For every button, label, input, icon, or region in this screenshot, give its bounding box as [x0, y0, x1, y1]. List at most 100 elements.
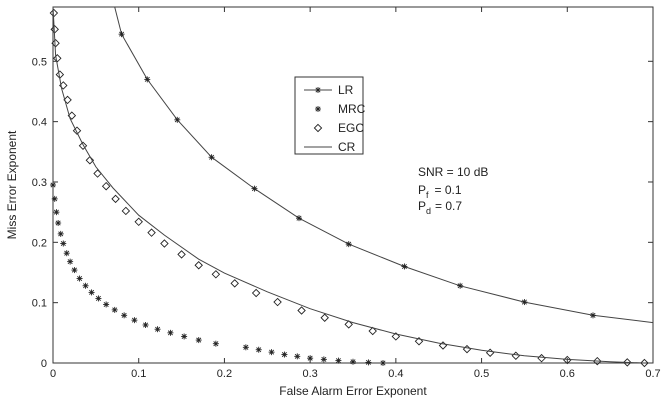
data-point: [142, 321, 149, 328]
annotation: SNR = 10 dB Pf = 0.1 Pd = 0.7: [418, 165, 488, 216]
annotation-pd-value: = 0.7: [435, 199, 462, 213]
data-point: [134, 217, 143, 227]
data-point: [111, 194, 120, 204]
data-point: [380, 360, 386, 366]
data-point: [72, 126, 82, 135]
data-point: [85, 156, 95, 165]
annotation-pd-label: P: [418, 199, 426, 213]
data-point: [344, 320, 353, 329]
data-point: [345, 241, 352, 248]
legend-label: EGC: [338, 121, 364, 135]
x-tick-label: 0.4: [388, 368, 403, 380]
x-axis-label: False Alarm Error Exponent: [279, 384, 427, 398]
data-point: [251, 185, 258, 192]
data-point: [212, 340, 219, 347]
series-mrc: [50, 182, 386, 366]
x-tick-label: 0.5: [474, 368, 489, 380]
data-point: [350, 358, 356, 365]
data-point: [457, 282, 464, 289]
data-point: [255, 346, 262, 353]
data-point: [78, 141, 88, 151]
y-tick-label: 0.4: [32, 117, 47, 129]
legend-marker: [315, 87, 321, 93]
data-point: [50, 182, 56, 188]
data-point: [95, 295, 102, 302]
data-point: [521, 299, 528, 306]
legend-label: CR: [338, 140, 356, 154]
data-point: [177, 250, 186, 259]
data-point: [294, 353, 301, 360]
data-point: [208, 154, 215, 161]
data-point: [160, 239, 169, 248]
data-point: [101, 181, 111, 191]
y-tick-label: 0.3: [32, 177, 47, 189]
data-point: [60, 240, 67, 247]
series-cr: [52, 6, 645, 364]
legend: LR MRC EGC CR: [294, 76, 366, 155]
annotation-pf: Pf = 0.1: [418, 183, 462, 200]
annotation-snr: SNR = 10 dB: [418, 165, 488, 179]
data-point: [174, 116, 181, 123]
data-point: [194, 261, 203, 270]
y-tick-label: 0: [41, 358, 47, 370]
annotation-pf-value: = 0.1: [435, 183, 462, 197]
x-tick-label: 0.6: [560, 368, 575, 380]
data-point: [401, 263, 408, 270]
data-point: [121, 312, 128, 319]
data-point: [63, 250, 70, 257]
data-point: [82, 282, 89, 289]
legend-label: LR: [338, 83, 354, 97]
data-point: [118, 31, 125, 38]
data-point: [121, 206, 131, 216]
data-point: [273, 297, 282, 307]
data-point: [144, 76, 151, 83]
data-point: [57, 230, 64, 237]
data-point: [76, 275, 83, 282]
data-point: [131, 317, 138, 324]
data-point: [211, 270, 221, 279]
data-point: [230, 279, 239, 288]
data-point: [195, 337, 202, 344]
legend-label: MRC: [338, 102, 366, 116]
data-point: [414, 337, 424, 346]
x-tick-label: 0: [50, 368, 56, 380]
legend-item-egc: EGC: [313, 121, 364, 135]
data-point: [67, 258, 74, 265]
annotation-pf-sub: f: [426, 190, 429, 200]
data-point: [111, 306, 118, 313]
x-tick-label: 0.1: [131, 368, 146, 380]
y-tick-label: 0.2: [32, 237, 47, 249]
legend-item-mrc: MRC: [315, 102, 366, 116]
annotation-pd: Pd = 0.7: [418, 199, 462, 216]
data-point: [53, 209, 60, 216]
legend-marker: [313, 123, 323, 133]
series-line: [52, 6, 645, 364]
y-tick-label: 0.1: [32, 298, 47, 310]
data-point: [593, 356, 602, 366]
data-point: [147, 228, 156, 237]
data-point: [623, 358, 632, 367]
series-lr: [114, 6, 654, 324]
x-tick-label: 0.7: [645, 368, 660, 380]
data-point: [242, 344, 249, 351]
data-point: [307, 355, 314, 362]
data-point: [167, 329, 174, 336]
x-tick-label: 0.3: [302, 368, 317, 380]
legend-item-cr: CR: [304, 140, 356, 154]
legend-marker: [315, 106, 321, 112]
annotation-pf-label: P: [418, 183, 426, 197]
data-point: [365, 359, 372, 366]
data-point: [391, 332, 401, 341]
legend-item-lr: LR: [304, 83, 354, 97]
data-point: [320, 356, 327, 363]
data-point: [55, 220, 62, 227]
data-point: [63, 95, 72, 105]
plot-area: [52, 6, 654, 364]
data-point: [297, 306, 306, 315]
data-point: [268, 349, 275, 356]
data-point: [590, 312, 596, 319]
data-point: [320, 313, 329, 322]
data-point: [296, 215, 302, 222]
data-point: [103, 301, 110, 308]
series-layer: [49, 6, 654, 368]
